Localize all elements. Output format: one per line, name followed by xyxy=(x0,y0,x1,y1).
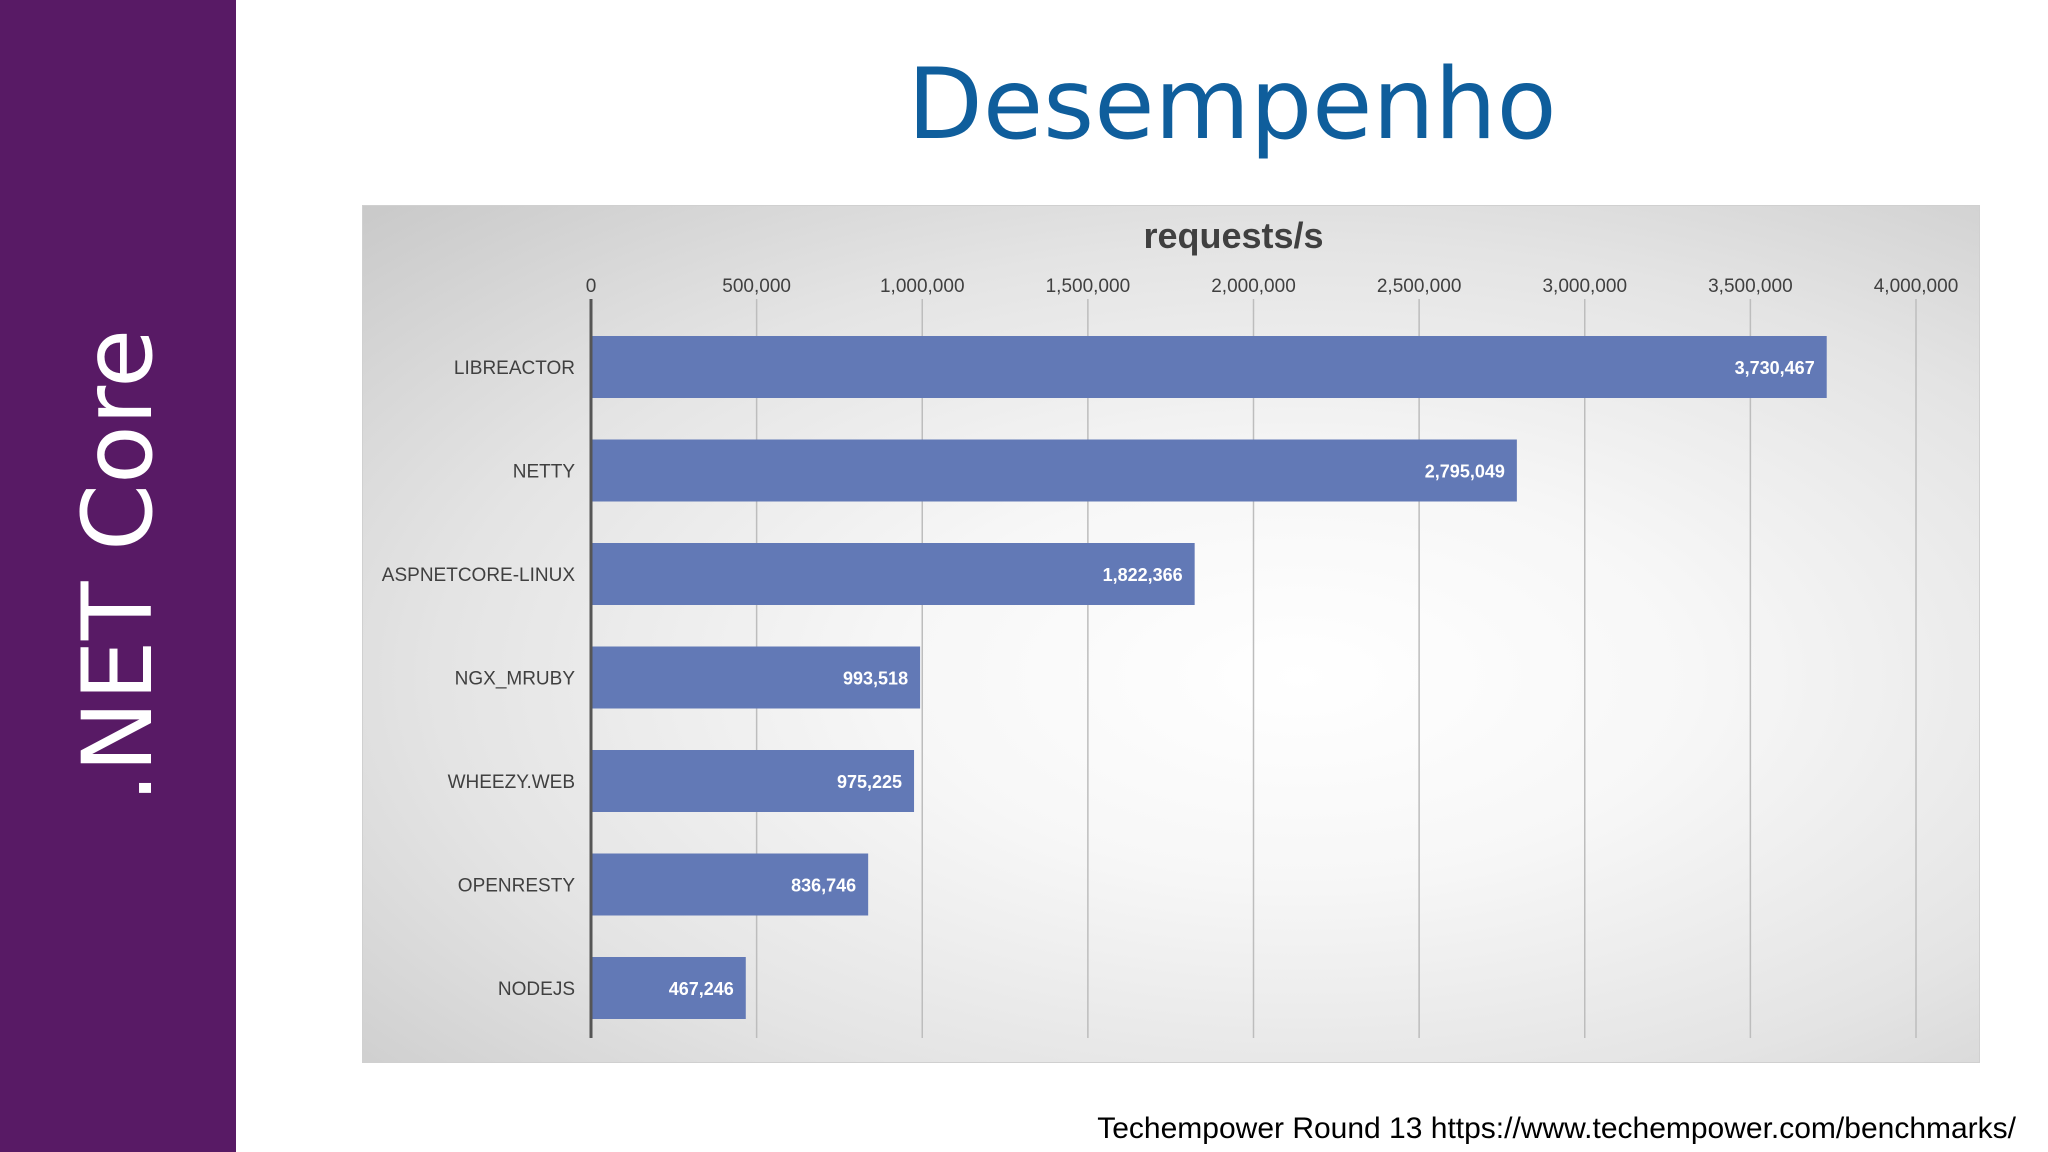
category-label: WHEEZY.WEB xyxy=(448,772,575,793)
data-label: 836,746 xyxy=(791,876,856,896)
chart-title: requests/s xyxy=(1143,215,1323,256)
bar-chart: requests/s 0 500,000 1,000,000 1,500,000 2,00… xyxy=(382,215,1959,1038)
x-tick-label: 0 xyxy=(586,276,597,297)
sidebar-label: .NET Core xyxy=(62,328,174,804)
data-label: 3,730,467 xyxy=(1735,358,1815,378)
category-label: NODEJS xyxy=(498,979,575,1000)
data-label: 1,822,366 xyxy=(1103,565,1183,585)
x-tick-label: 3,000,000 xyxy=(1542,276,1627,297)
category-label: LIBREACTOR xyxy=(454,358,575,379)
source-footnote: Techempower Round 13 https://www.techemp… xyxy=(1097,1112,2016,1145)
page-title: Desempenho xyxy=(907,48,1557,162)
x-tick-label: 2,000,000 xyxy=(1211,276,1296,297)
x-tick-label: 4,000,000 xyxy=(1874,276,1959,297)
bar xyxy=(591,439,1517,502)
bar xyxy=(591,750,915,812)
category-label: NETTY xyxy=(513,462,576,483)
data-label: 467,246 xyxy=(669,979,734,999)
data-label: 975,225 xyxy=(837,772,902,792)
bar xyxy=(591,543,1195,605)
data-label: 993,518 xyxy=(843,669,908,689)
x-tick-label: 2,500,000 xyxy=(1377,276,1462,297)
x-tick-label: 1,500,000 xyxy=(1046,276,1131,297)
bar xyxy=(591,336,1827,398)
x-tick-label: 500,000 xyxy=(722,276,791,297)
x-tick-label: 1,000,000 xyxy=(880,276,965,297)
chart-area: requests/s 0 500,000 1,000,000 1,500,000 2,00… xyxy=(362,205,1980,1063)
x-tick-label: 3,500,000 xyxy=(1708,276,1793,297)
data-label: 2,795,049 xyxy=(1425,462,1505,482)
bar xyxy=(591,646,921,709)
sidebar: .NET Core xyxy=(0,0,236,1152)
bar xyxy=(591,853,869,916)
bar xyxy=(591,957,746,1019)
category-label: OPENRESTY xyxy=(458,876,576,897)
category-label: ASPNETCORE-LINUX xyxy=(382,565,576,586)
category-label: NGX_MRUBY xyxy=(455,669,576,690)
